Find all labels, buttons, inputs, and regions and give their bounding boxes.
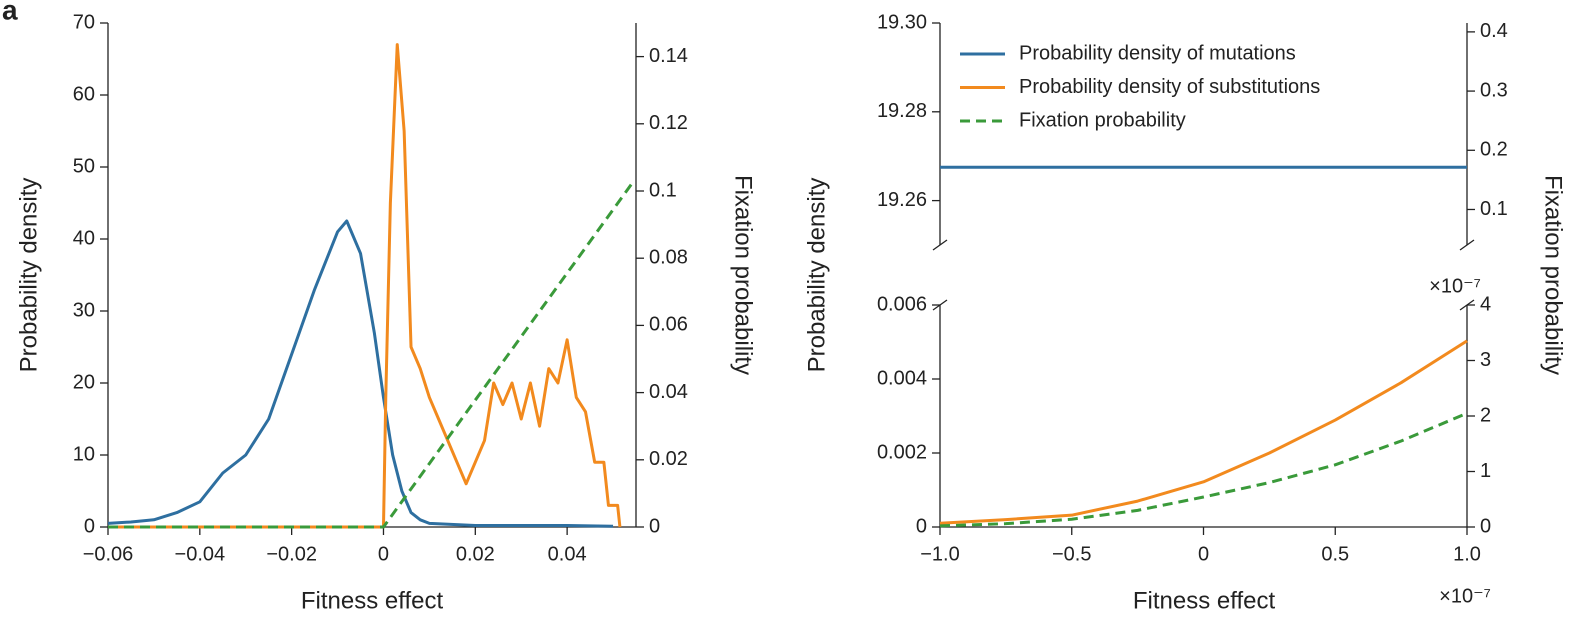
y2-tick-label: 1 — [1480, 460, 1491, 482]
data-line — [107, 219, 614, 528]
y-tick-label: 0.002 — [877, 441, 927, 463]
y2-tick-label: 0.12 — [649, 112, 688, 134]
x-tick-label: −0.02 — [266, 543, 317, 565]
y2-tick-label: 0.06 — [649, 314, 688, 336]
axis-break — [1459, 239, 1475, 251]
y-tick-label: 19.28 — [877, 100, 927, 122]
y-tick-label: 40 — [73, 227, 95, 249]
y2-tick-label: 2 — [1480, 404, 1491, 426]
x-tick-label: 0.04 — [548, 543, 587, 565]
y2-tick-label: 0.1 — [649, 179, 677, 201]
x-tick-label: −0.06 — [83, 543, 134, 565]
y2-tick-label: 0 — [1480, 515, 1491, 537]
y-tick-label: 10 — [73, 443, 95, 465]
y2-tick-label: 0.04 — [649, 381, 688, 403]
legend-label: Fixation probability — [1019, 109, 1186, 131]
y2-tick-label: 0.4 — [1480, 20, 1508, 42]
x-tick-label: 0 — [1198, 543, 1209, 565]
axis-break — [932, 239, 948, 251]
y-tick-label: 19.30 — [877, 11, 927, 33]
x-tick-label: 0.02 — [456, 543, 495, 565]
x-axis-title: Fitness effect — [1133, 587, 1276, 614]
x-tick-label: 0 — [378, 543, 389, 565]
y-tick-label: 70 — [73, 11, 95, 33]
legend-label: Probability density of substitutions — [1019, 76, 1320, 98]
y2-tick-label: 0.2 — [1480, 139, 1508, 161]
y-tick-label: 20 — [73, 371, 95, 393]
y-tick-label: 60 — [73, 83, 95, 105]
y2-tick-label: 0.3 — [1480, 79, 1508, 101]
x-tick-label: 0.5 — [1321, 543, 1349, 565]
x-tick-label: −1.0 — [920, 543, 959, 565]
data-line — [939, 339, 1468, 525]
y2-tick-label: 0.1 — [1480, 198, 1508, 220]
x-axis-title: Fitness effect — [301, 587, 444, 614]
y2-tick-label: 0.08 — [649, 246, 688, 268]
y-tick-label: 50 — [73, 155, 95, 177]
data-line — [108, 43, 622, 529]
y-tick-label: 30 — [73, 299, 95, 321]
x-tick-label: −0.04 — [175, 543, 226, 565]
y-axis-title: Probability density — [803, 178, 830, 373]
y2-tick-label: 0 — [649, 515, 660, 537]
x-tick-label: 1.0 — [1453, 543, 1481, 565]
y2-axis-title: Fixation probability — [730, 175, 757, 375]
y2-axis-title: Fixation probability — [1540, 175, 1567, 375]
x-multiplier: ×10⁻⁷ — [1439, 585, 1491, 607]
panel-label: a — [2, 0, 18, 25]
x-tick-label: −0.5 — [1052, 543, 1091, 565]
y-tick-label: 0 — [84, 515, 95, 537]
y-axis-title: Probability density — [15, 178, 42, 373]
data-line — [939, 411, 1468, 528]
y2-tick-label: 0.02 — [649, 448, 688, 470]
y2-multiplier: ×10⁻⁷ — [1429, 275, 1481, 297]
y-tick-label: 0 — [916, 515, 927, 537]
y-tick-label: 0.004 — [877, 367, 927, 389]
legend-label: Probability density of mutations — [1019, 42, 1296, 64]
y2-tick-label: 3 — [1480, 349, 1491, 371]
y2-tick-label: 0.14 — [649, 45, 688, 67]
y2-tick-label: 4 — [1480, 293, 1491, 315]
y-tick-label: 19.26 — [877, 189, 927, 211]
data-line — [108, 183, 633, 529]
y-tick-label: 0.006 — [877, 293, 927, 315]
